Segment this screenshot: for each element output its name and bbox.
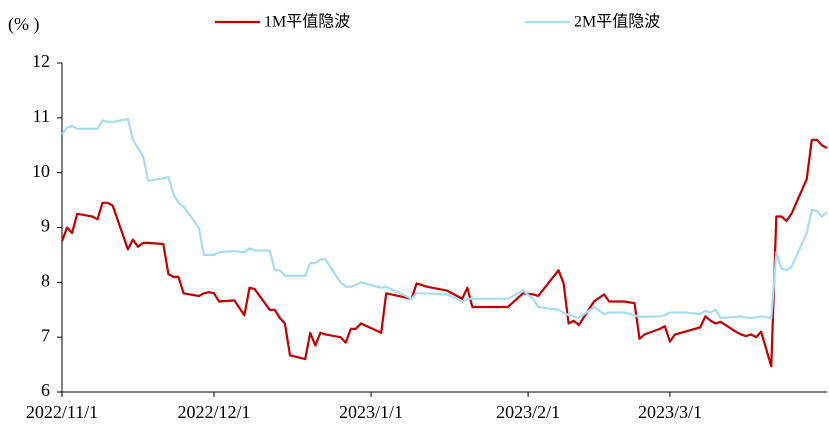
y-tick-label: 10	[32, 161, 50, 181]
x-tick-label: 2022/11/1	[26, 402, 98, 422]
y-tick-label: 11	[33, 106, 50, 126]
x-tick-label: 2023/2/1	[496, 402, 560, 422]
series-line	[60, 138, 828, 368]
x-tick-label: 2023/3/1	[638, 402, 702, 422]
y-tick-label: 6	[41, 380, 50, 400]
x-tick-label: 2022/12/1	[177, 402, 250, 422]
y-tick-label: 7	[41, 325, 50, 345]
y-tick-label: 9	[41, 216, 50, 236]
y-axis-label: (% )	[8, 14, 39, 35]
y-tick-label: 8	[41, 270, 50, 290]
legend-label: 1M平值隐波	[264, 13, 350, 31]
x-tick-label: 2023/1/1	[339, 402, 403, 422]
legend-label: 2M平值隐波	[574, 13, 660, 31]
y-tick-label: 12	[32, 51, 50, 71]
series-line	[61, 117, 828, 320]
